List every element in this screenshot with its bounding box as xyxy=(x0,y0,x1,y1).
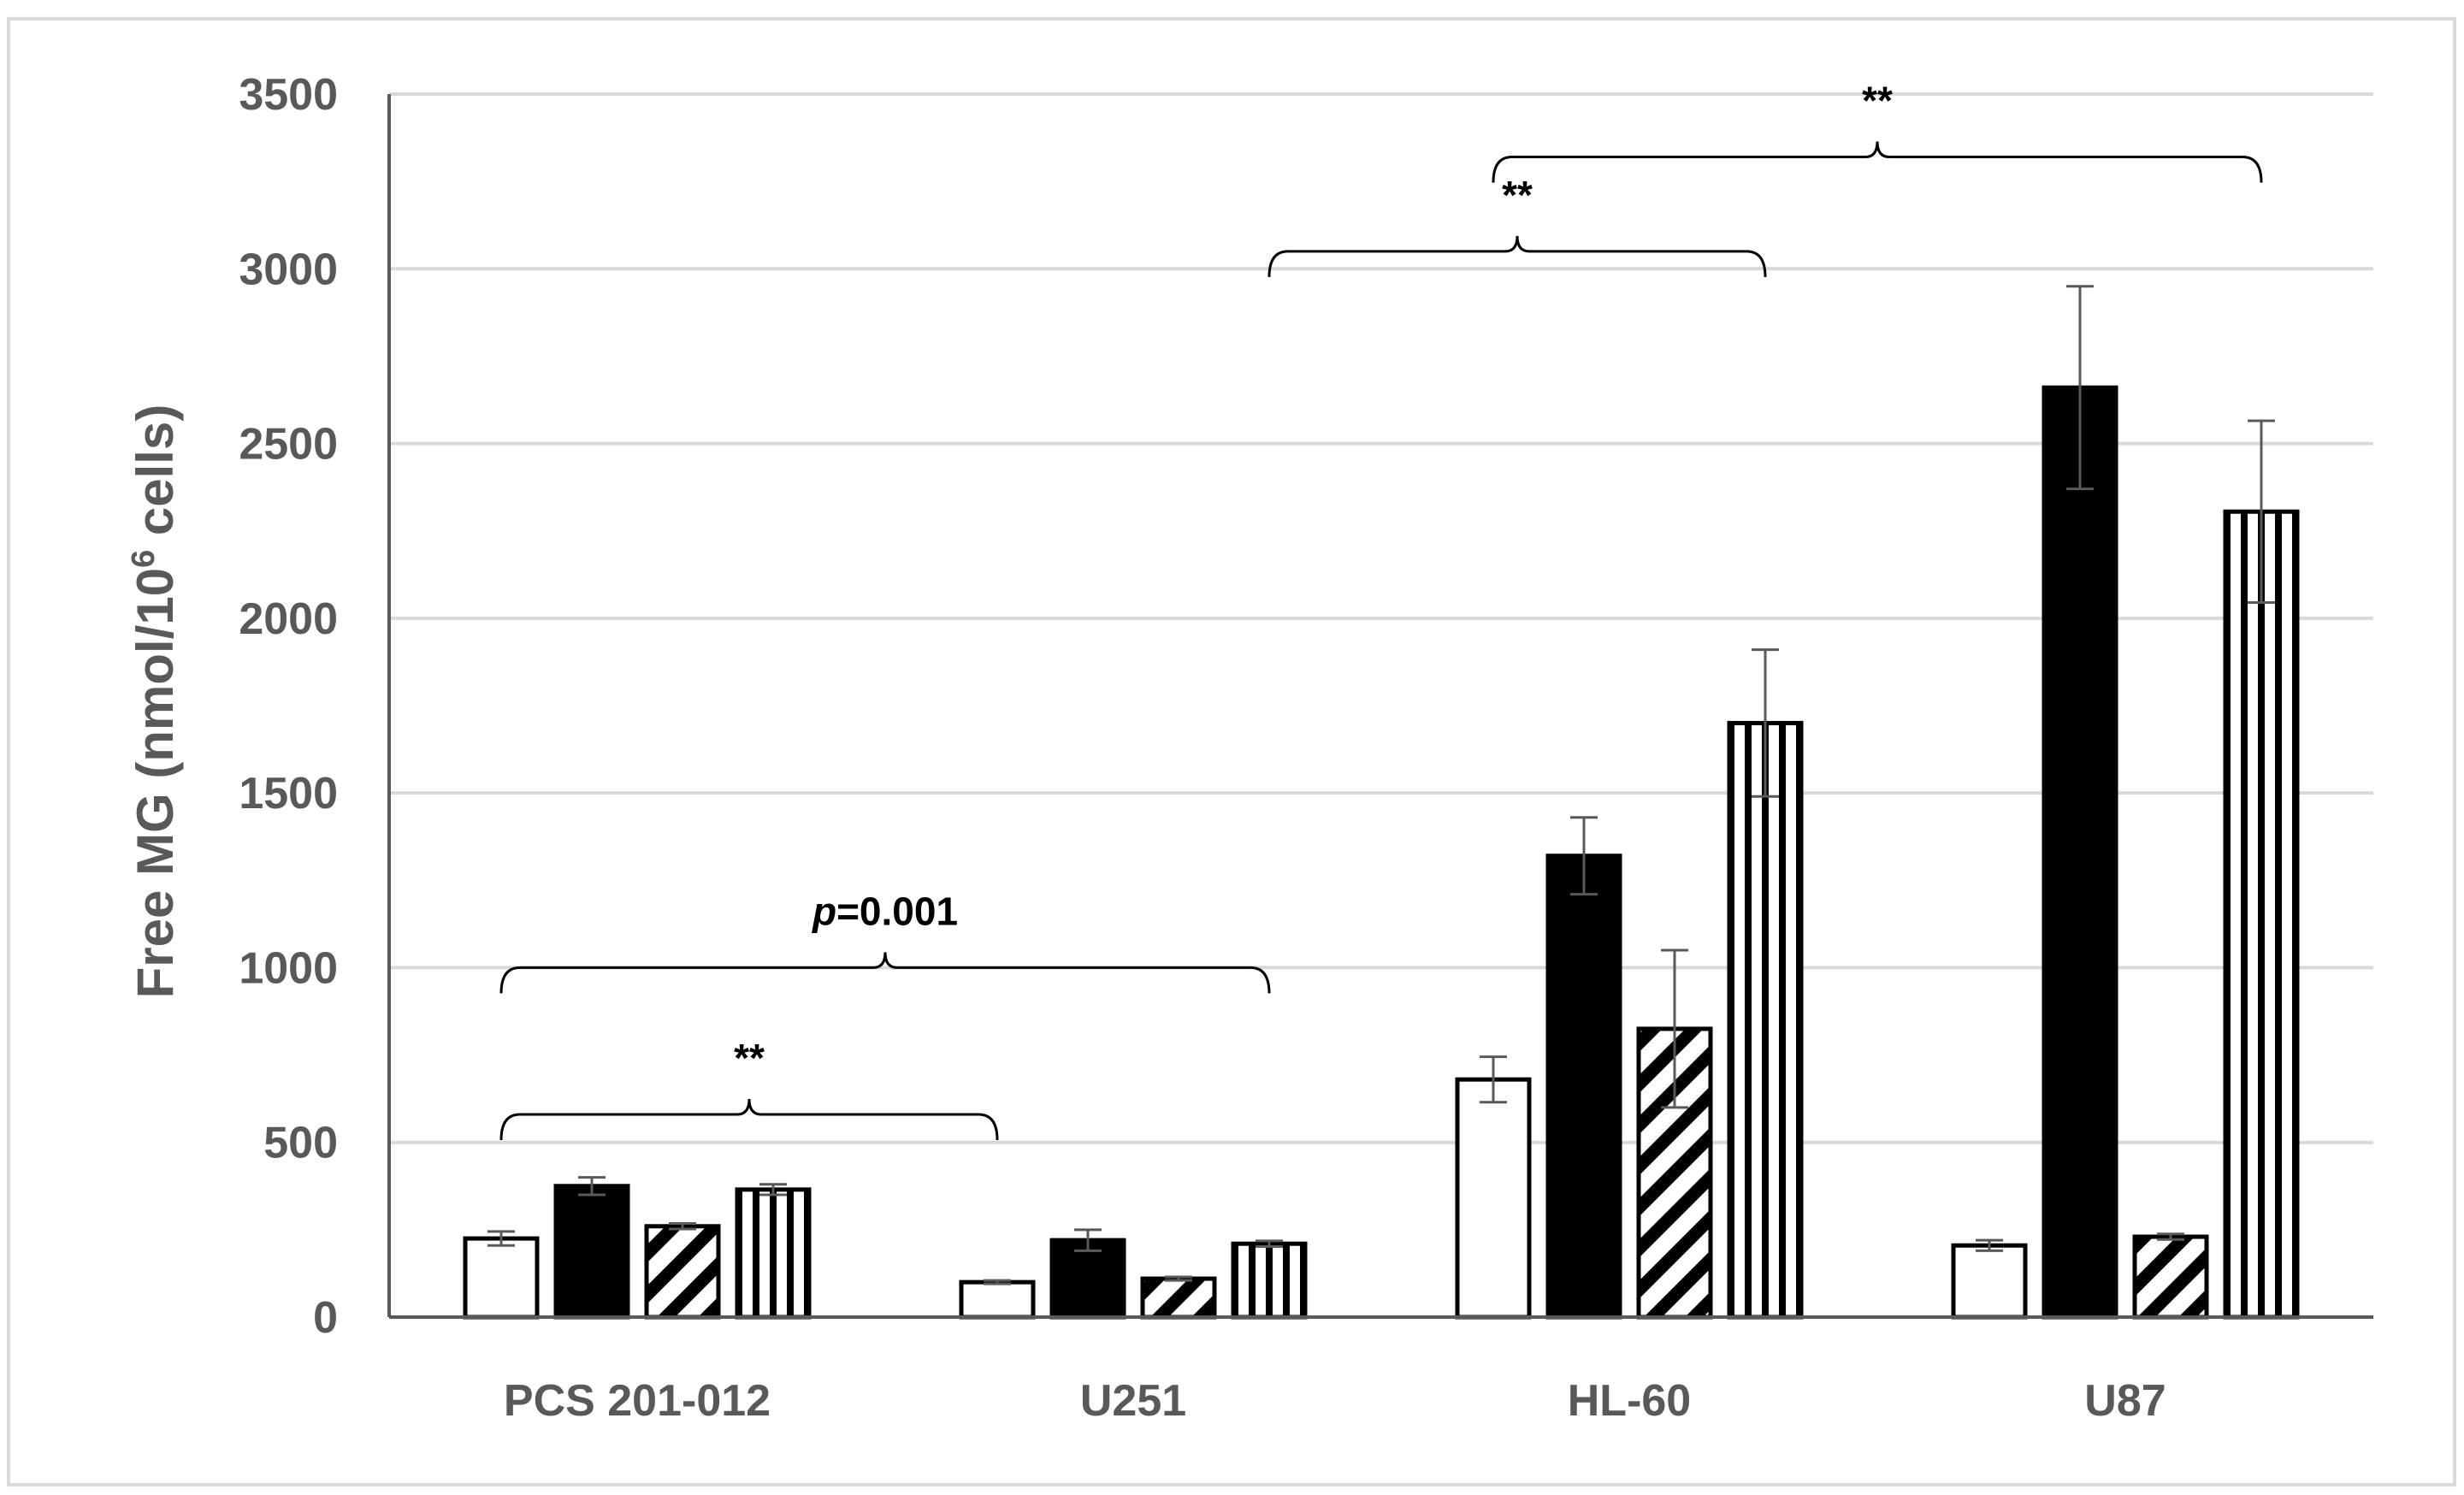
x-category-label: PCS 201-012 xyxy=(504,1376,771,1426)
error-bars xyxy=(487,285,2275,1285)
significance-bracket: p=0.001 xyxy=(499,889,1271,994)
y-axis-title: Free MG (nmol/106 cells) xyxy=(126,405,184,999)
error-bar xyxy=(1570,816,1598,896)
y-tick-label: 2500 xyxy=(239,420,338,470)
y-tick-label: 2000 xyxy=(239,594,338,644)
error-bar xyxy=(1752,648,1779,798)
y-tick-label: 1500 xyxy=(239,769,338,818)
bars xyxy=(463,385,2300,1320)
error-bar xyxy=(487,1230,515,1247)
error-bar xyxy=(1074,1228,1102,1252)
x-category-label: U87 xyxy=(2084,1376,2166,1426)
error-bar xyxy=(759,1183,787,1197)
significance-label: ** xyxy=(1502,173,1533,217)
significance-bracket: ** xyxy=(1492,79,2263,183)
error-bar xyxy=(1480,1055,1507,1104)
x-category-label: U251 xyxy=(1080,1376,1186,1426)
axes xyxy=(387,94,2373,1319)
y-tick-label: 500 xyxy=(263,1119,338,1168)
significance-label: ** xyxy=(1862,79,1893,123)
y-axis-ticks: 0 500 1000 1500 2000 2500 3000 3500 xyxy=(239,70,338,1343)
x-category-label: HL-60 xyxy=(1568,1376,1691,1426)
error-bar xyxy=(1256,1239,1283,1248)
y-tick-label: 1000 xyxy=(239,943,338,993)
significance-bracket: ** xyxy=(499,1036,999,1141)
bar xyxy=(1545,854,1622,1320)
x-axis-categories: PCS 201-012 U251 HL-60 U87 xyxy=(504,1376,2166,1426)
bar xyxy=(1455,1077,1532,1320)
bar xyxy=(1140,1276,1217,1320)
error-bar xyxy=(2066,285,2094,491)
bar xyxy=(1727,720,1804,1320)
error-bar xyxy=(1976,1238,2003,1252)
error-bar xyxy=(578,1176,606,1197)
bar xyxy=(553,1184,630,1320)
error-bar xyxy=(1165,1275,1192,1282)
y-tick-label: 3000 xyxy=(239,245,338,294)
significance-label: ** xyxy=(734,1036,765,1080)
bar xyxy=(735,1187,812,1320)
significance-label: p=0.001 xyxy=(811,889,958,933)
error-bar xyxy=(1661,948,1688,1109)
bar xyxy=(1951,1243,2028,1320)
bar xyxy=(959,1279,1036,1320)
y-tick-label: 3500 xyxy=(239,70,338,120)
y-tick-label: 0 xyxy=(313,1293,338,1343)
significance-annotations: ** p=0.001 ** ** xyxy=(499,79,2263,1141)
error-bar xyxy=(2157,1232,2184,1241)
error-bar xyxy=(2248,419,2275,604)
bar xyxy=(2223,509,2300,1320)
bar xyxy=(2042,385,2118,1320)
error-bar xyxy=(984,1279,1011,1285)
bar xyxy=(644,1224,721,1320)
error-bar xyxy=(669,1222,696,1231)
bar xyxy=(2132,1234,2209,1320)
bar xyxy=(463,1236,540,1320)
bar xyxy=(1231,1241,1308,1320)
